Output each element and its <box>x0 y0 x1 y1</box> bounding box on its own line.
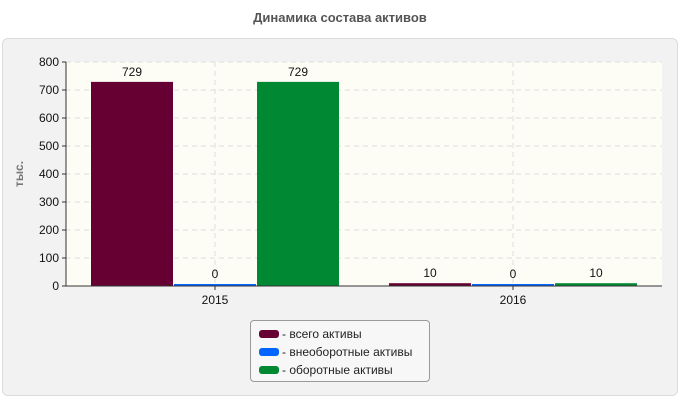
x-tick-label: 2016 <box>500 293 527 307</box>
data-label: 729 <box>288 65 308 79</box>
legend-item: - всего активы <box>259 325 429 343</box>
bar <box>389 283 471 286</box>
legend-item: - внеоборотные активы <box>259 343 429 361</box>
legend-swatch <box>259 366 279 374</box>
y-tick-label: 400 <box>39 167 59 181</box>
chart-title: Динамика состава активов <box>253 10 427 25</box>
bar <box>555 283 637 286</box>
legend-swatch <box>259 348 279 356</box>
data-label: 729 <box>122 65 142 79</box>
data-label: 0 <box>510 267 517 281</box>
legend-label: - оборотные активы <box>282 363 393 377</box>
y-tick-label: 600 <box>39 111 59 125</box>
y-tick-label: 800 <box>39 55 59 69</box>
bar <box>472 284 554 286</box>
bar <box>257 81 339 286</box>
y-tick-label: 700 <box>39 83 59 97</box>
y-tick-label: 0 <box>52 279 59 293</box>
legend-swatch <box>259 330 279 338</box>
data-label: 0 <box>212 267 219 281</box>
y-tick-label: 200 <box>39 223 59 237</box>
y-tick-label: 500 <box>39 139 59 153</box>
legend-label: - всего активы <box>282 327 362 341</box>
data-label: 10 <box>589 266 603 280</box>
data-label: 10 <box>423 266 437 280</box>
y-tick-label: 300 <box>39 195 59 209</box>
bar <box>91 81 173 286</box>
legend: - всего активы - внеоборотные активы - о… <box>250 320 430 382</box>
bar <box>174 284 256 286</box>
legend-item: - оборотные активы <box>259 361 429 379</box>
y-axis-label: тыс. <box>12 161 26 187</box>
x-tick-label: 2015 <box>202 293 229 307</box>
legend-label: - внеоборотные активы <box>282 345 413 359</box>
y-tick-label: 100 <box>39 251 59 265</box>
